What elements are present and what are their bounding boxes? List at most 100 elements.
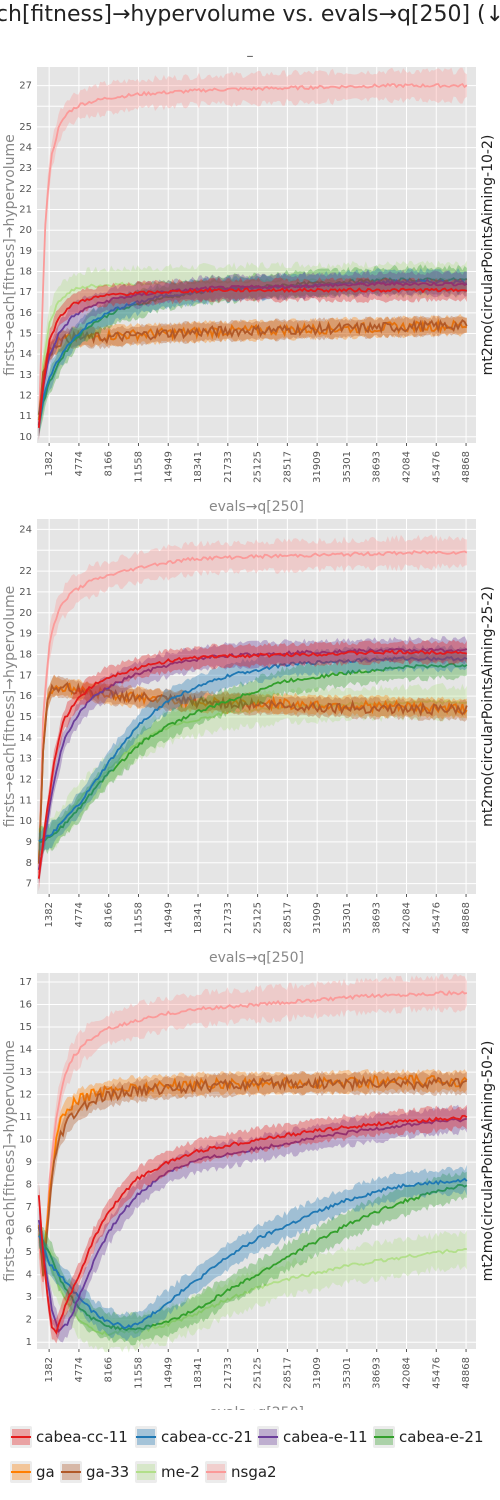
series-cabea-cc-21 xyxy=(38,1164,468,1342)
x-tick-label: 35301 xyxy=(342,902,353,934)
x-tick-label: 45476 xyxy=(431,902,442,934)
legend-label: ga-33 xyxy=(86,1463,130,1481)
band-cabea-cc-21 xyxy=(38,1164,467,1342)
x-tick-label: 48868 xyxy=(461,451,472,483)
band-cabea-e-21 xyxy=(38,1171,467,1346)
y-tick-label: 2 xyxy=(26,1315,32,1326)
x-tick-label: 8166 xyxy=(104,451,115,476)
band-ga-33 xyxy=(38,1070,467,1285)
y-axis-label: firsts→each[fitness]→hypervolume xyxy=(2,586,18,827)
line-me-2 xyxy=(38,1241,467,1336)
x-tick-label: 14949 xyxy=(163,1357,174,1389)
x-tick-label: 8166 xyxy=(104,902,115,927)
y-tick-label: 10 xyxy=(19,816,32,827)
series-cabea-e-21 xyxy=(38,650,468,857)
x-tick-label: 28517 xyxy=(282,902,293,934)
y-tick-label: 7 xyxy=(26,879,32,890)
legend-swatch xyxy=(10,1426,32,1448)
line-cabea-e-21 xyxy=(38,662,468,844)
y-tick-label: 19 xyxy=(19,629,32,640)
series-cabea-e-11 xyxy=(37,1104,467,1343)
y-tick-label: 11 xyxy=(19,1112,32,1123)
series-nsga2 xyxy=(37,67,468,439)
line-nsga2 xyxy=(37,82,468,426)
line-cabea-e-11 xyxy=(37,1117,467,1333)
series-ga-33 xyxy=(37,1070,468,1285)
band-nsga2 xyxy=(38,67,467,439)
y-tick-label: 19 xyxy=(19,246,32,257)
y-tick-label: 8 xyxy=(26,1180,32,1191)
band-cabea-e-21 xyxy=(38,264,467,438)
series-nsga2 xyxy=(37,534,468,890)
y-tick-label: 7 xyxy=(26,1202,32,1213)
y-tick-label: 6 xyxy=(26,1225,32,1236)
x-tick-label: 45476 xyxy=(431,1357,442,1389)
y-tick-label: 20 xyxy=(19,225,32,236)
x-tick-label: 31909 xyxy=(312,1357,323,1389)
band-ga-33 xyxy=(38,314,467,426)
legend-label: ga xyxy=(36,1463,55,1481)
x-tick-label: 35301 xyxy=(342,1357,353,1389)
legend-swatch xyxy=(135,1426,157,1448)
x-tick-label: 25125 xyxy=(253,902,264,934)
legend-swatch xyxy=(60,1461,82,1483)
y-tick-label: 12 xyxy=(19,774,32,785)
legend-swatch xyxy=(10,1461,32,1483)
band-cabea-e-21 xyxy=(38,650,467,857)
x-tick-label: 28517 xyxy=(282,1357,293,1389)
y-tick-label: 22 xyxy=(19,566,32,577)
series-ga-33 xyxy=(37,314,468,426)
legend-label: me-2 xyxy=(161,1463,200,1481)
legend-swatch xyxy=(373,1426,395,1448)
band-cabea-cc-21 xyxy=(38,644,467,852)
legend-item-cabea-e-21: cabea-e-21 xyxy=(373,1422,484,1452)
y-tick-label: 15 xyxy=(19,1022,32,1033)
x-tick-label: 31909 xyxy=(312,451,323,483)
y-tick-label: 15 xyxy=(19,329,32,340)
x-tick-label: 8166 xyxy=(104,1357,115,1382)
x-tick-label: 25125 xyxy=(253,451,264,483)
series-me-2 xyxy=(38,1223,467,1353)
line-cabea-cc-21 xyxy=(38,1177,468,1330)
y-tick-label: 13 xyxy=(19,1067,32,1078)
x-tick-label: 1382 xyxy=(44,1357,55,1382)
y-tick-label: 5 xyxy=(26,1247,32,1258)
facet-label: mt2mo(circularPointsAiming-25-2) xyxy=(480,586,496,827)
series-cabea-cc-11 xyxy=(37,1104,468,1344)
x-tick-label: 45476 xyxy=(431,451,442,483)
line-ga-33 xyxy=(37,1075,468,1277)
y-tick-label: 8 xyxy=(26,858,32,869)
legend-item-ga-33: ga-33 xyxy=(60,1457,129,1487)
x-tick-label: 4774 xyxy=(74,451,85,476)
chart-panel-2: 7 8 9 10 11 12 13 14 15 16 17 18 19 20 21 22 24 1382 4774 8… xyxy=(2,519,496,965)
y-tick-label: 12 xyxy=(19,390,32,401)
x-tick-label: 31909 xyxy=(312,902,323,934)
y-tick-label: 25 xyxy=(19,122,32,133)
band-nsga2 xyxy=(38,973,467,1303)
line-nsga2 xyxy=(37,550,468,874)
y-tick-label: 4 xyxy=(26,1270,32,1281)
band-cabea-e-11 xyxy=(38,1104,467,1343)
x-tick-label: 1382 xyxy=(44,451,55,476)
line-cabea-cc-11 xyxy=(37,649,467,879)
chart-subtitle: _ xyxy=(247,44,253,57)
y-axis-label: firsts→each[fitness]→hypervolume xyxy=(2,134,18,375)
x-tick-label: 21733 xyxy=(223,451,234,483)
x-tick-label: 18341 xyxy=(193,451,204,483)
y-tick-label: 14 xyxy=(19,733,32,744)
line-cabea-cc-21 xyxy=(38,656,468,842)
x-tick-label: 14949 xyxy=(163,902,174,934)
y-tick-label: 24 xyxy=(19,143,32,154)
x-tick-label: 11558 xyxy=(133,451,144,483)
band-cabea-cc-11 xyxy=(38,1104,467,1344)
x-tick-label: 35301 xyxy=(342,451,353,483)
y-tick-label: 18 xyxy=(19,267,32,278)
plot-background xyxy=(37,67,476,443)
x-tick-label: 42084 xyxy=(401,451,412,483)
x-tick-label: 1382 xyxy=(44,902,55,927)
x-tick-label: 21733 xyxy=(223,902,234,934)
x-tick-label: 28517 xyxy=(282,451,293,483)
x-tick-label: 25125 xyxy=(253,1357,264,1389)
y-tick-label: 11 xyxy=(19,795,32,806)
y-tick-label: 15 xyxy=(19,712,32,723)
